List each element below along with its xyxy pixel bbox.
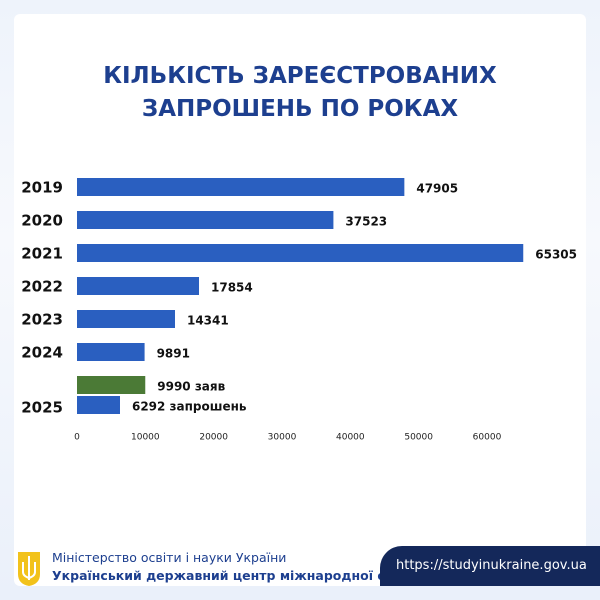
bar xyxy=(77,310,175,328)
footer: Міністерство освіти і науки України Укра… xyxy=(14,546,422,590)
bar xyxy=(77,211,334,229)
y-tick-label: 2025 xyxy=(21,399,63,417)
bar xyxy=(77,178,405,196)
value-label: 37523 xyxy=(345,215,387,229)
y-tick-label: 2019 xyxy=(21,179,63,197)
center: Український державний центр міжнародної … xyxy=(52,568,422,583)
x-tick-label: 40000 xyxy=(336,433,365,443)
value-label: 9891 xyxy=(157,347,190,361)
emblem xyxy=(18,552,40,586)
x-tick-label: 10000 xyxy=(131,433,160,443)
x-tick-label: 30000 xyxy=(268,433,297,443)
y-tick-label: 2023 xyxy=(21,311,63,329)
ministry: Міністерство освіти і науки України xyxy=(52,550,287,565)
bar xyxy=(77,244,524,262)
value-label: 47905 xyxy=(416,182,458,196)
bar xyxy=(77,343,145,361)
bar xyxy=(77,396,120,414)
x-tick-label: 0 xyxy=(74,433,80,443)
value-label: 14341 xyxy=(187,314,229,328)
x-tick-label: 20000 xyxy=(199,433,228,443)
y-tick-label: 2020 xyxy=(21,212,63,230)
value-label: 17854 xyxy=(211,281,253,295)
value-label: 9990 заяв xyxy=(157,380,225,394)
y-tick-label: 2024 xyxy=(21,344,63,362)
bar xyxy=(77,277,200,295)
y-tick-label: 2022 xyxy=(21,278,63,296)
chart-title: КІЛЬКІСТЬ ЗАРЕЄСТРОВАНИХ ЗАПРОШЕНЬ ПО РО… xyxy=(103,63,497,122)
bar xyxy=(77,376,146,394)
value-label: 65305 xyxy=(535,248,577,262)
footer-link: https://studyinukraine.gov.ua xyxy=(380,546,600,586)
url[interactable]: https://studyinukraine.gov.ua xyxy=(396,558,587,573)
x-tick-label: 50000 xyxy=(404,433,433,443)
x-tick-label: 60000 xyxy=(473,433,502,443)
value-label: 6292 запрошень xyxy=(132,400,247,414)
y-tick-label: 2021 xyxy=(21,245,63,263)
frame xyxy=(14,14,586,586)
